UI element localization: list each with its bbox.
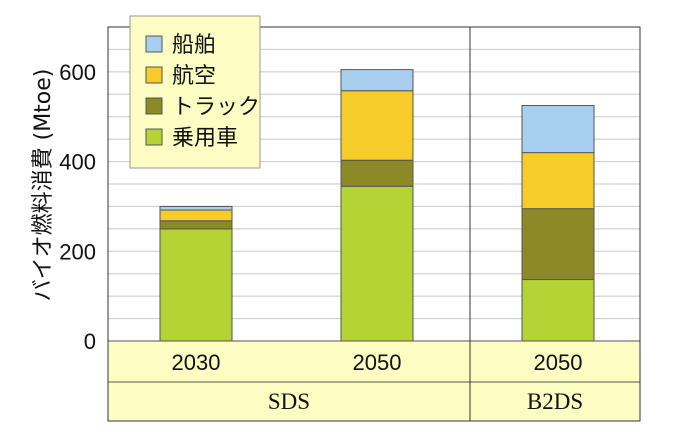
legend-label: トラック <box>172 95 260 120</box>
bar-segment <box>159 228 233 342</box>
legend-label: 乗用車 <box>172 126 238 151</box>
legend-swatch <box>145 35 163 53</box>
group-label: SDS <box>268 389 310 414</box>
bar-segment <box>521 152 595 210</box>
bar-segment <box>340 159 414 187</box>
bar-segment <box>340 69 414 92</box>
bar-segment <box>159 220 233 230</box>
category-label: 2050 <box>534 350 583 375</box>
legend-swatch <box>145 128 163 146</box>
bar-segment <box>521 208 595 281</box>
y-tick-label: 600 <box>59 60 96 85</box>
bar-segment <box>521 279 595 342</box>
legend-swatch <box>145 97 163 115</box>
y-tick-label: 400 <box>59 150 96 175</box>
y-tick-label: 0 <box>84 329 96 354</box>
y-axis-label: バイオ燃料消費 (Mtoe) <box>31 69 56 302</box>
category-label: 2050 <box>353 350 402 375</box>
legend-label: 船舶 <box>172 33 216 58</box>
legend-label: 航空 <box>172 64 216 89</box>
y-tick-label: 200 <box>59 239 96 264</box>
bar-segment <box>340 90 414 161</box>
bar-segment <box>159 209 233 222</box>
legend-swatch <box>145 66 163 84</box>
category-label: 2030 <box>172 350 221 375</box>
bar-segment <box>340 185 414 342</box>
plot-border <box>107 26 641 422</box>
bar-segment <box>521 105 595 154</box>
bar-segment <box>159 205 233 211</box>
group-label: B2DS <box>527 389 583 414</box>
